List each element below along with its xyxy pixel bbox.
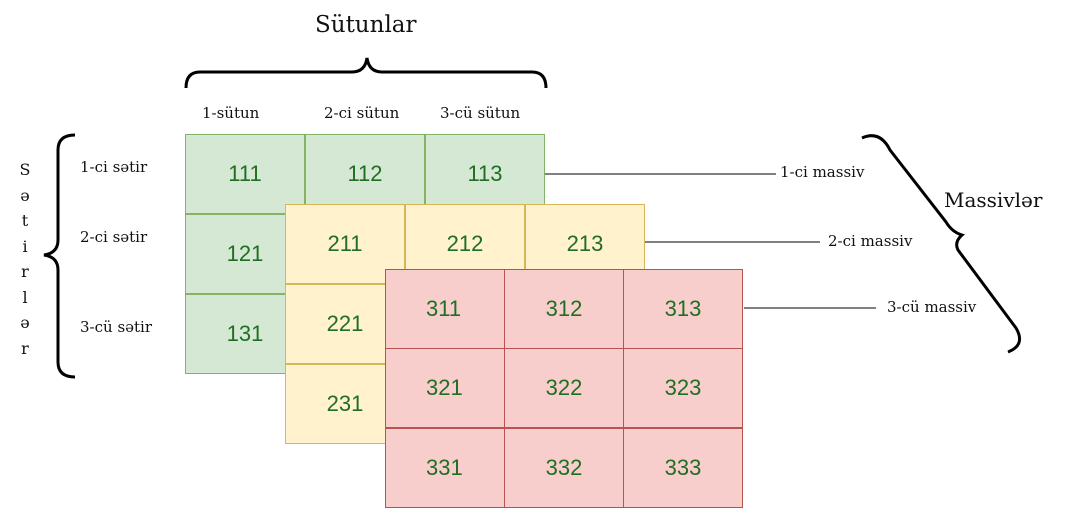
row-label: 3-cü sətir bbox=[80, 318, 153, 336]
rows-title-letter: ə bbox=[20, 313, 30, 332]
array-cell: 323 bbox=[623, 348, 743, 428]
columns-title: Sütunlar bbox=[315, 12, 417, 38]
rows-title-letter: l bbox=[22, 287, 28, 307]
rows-title-letter: i bbox=[22, 236, 28, 256]
rows-title-letter: t bbox=[21, 211, 29, 230]
array-cell: 111 bbox=[185, 134, 305, 214]
array-cell: 312 bbox=[504, 269, 624, 349]
array-cell: 313 bbox=[623, 269, 743, 349]
rows-title-letter: r bbox=[21, 262, 29, 281]
array-cell: 322 bbox=[504, 348, 624, 428]
array-cell: 321 bbox=[385, 348, 505, 428]
array-cell: 332 bbox=[504, 428, 624, 508]
arrays-brace bbox=[861, 134, 1022, 354]
rows-title-vertical: S ə t i r l ə r bbox=[18, 157, 32, 361]
rows-title-letter: r bbox=[21, 338, 29, 358]
row-label: 2-ci sətir bbox=[80, 228, 148, 246]
column-label: 1-sütun bbox=[202, 104, 260, 122]
rows-title-letter: ə bbox=[20, 185, 30, 205]
rows-brace bbox=[43, 133, 76, 379]
column-label: 2-ci sütun bbox=[324, 104, 400, 122]
row-label: 1-ci sətir bbox=[80, 158, 148, 176]
array-cell: 331 bbox=[385, 428, 505, 508]
array-cell: 113 bbox=[425, 134, 545, 214]
array-cell: 311 bbox=[385, 269, 505, 349]
arrays-title: Massivlər bbox=[944, 188, 1043, 212]
columns-brace bbox=[184, 57, 548, 89]
array-cell: 333 bbox=[623, 428, 743, 508]
column-label: 3-cü sütun bbox=[440, 104, 521, 122]
array-label: 1-ci massiv bbox=[780, 163, 865, 181]
rows-title-letter: S bbox=[19, 160, 31, 179]
array-label: 3-cü massiv bbox=[887, 298, 977, 316]
array-label: 2-ci massiv bbox=[828, 232, 913, 250]
array-cell: 112 bbox=[305, 134, 425, 214]
